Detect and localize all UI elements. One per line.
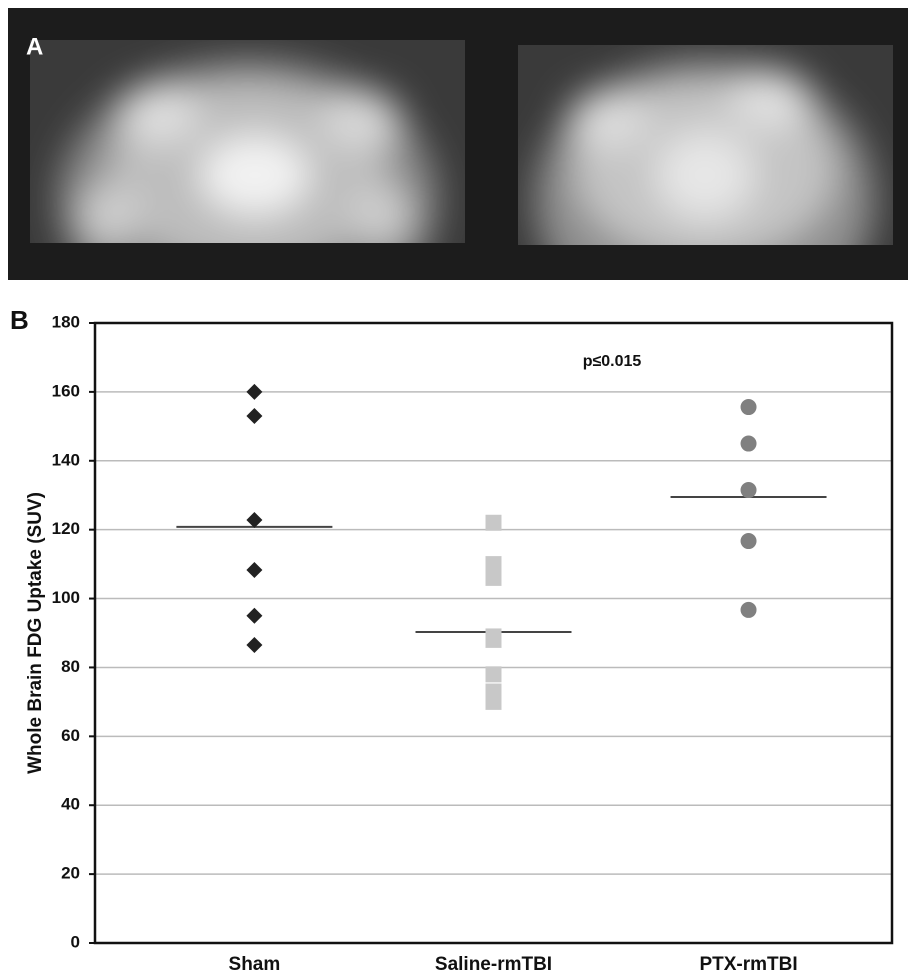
- y-tick-label: 0: [71, 932, 80, 951]
- annotation: p≤0.015: [583, 353, 642, 370]
- y-tick-label: 80: [61, 657, 80, 676]
- data-point: [741, 533, 757, 549]
- panel-a: A: [8, 8, 908, 340]
- data-point: [486, 570, 502, 586]
- y-tick-label: 160: [52, 381, 80, 400]
- data-point: [486, 666, 502, 682]
- data-point: [486, 556, 502, 572]
- plot: 0 20 40 60 80 100 120 140 160 180 Sham Saline-rmTBI…: [52, 312, 892, 975]
- data-point: [246, 608, 262, 624]
- x-tick-label: Saline-rmTBI: [435, 954, 552, 975]
- data-point: [741, 482, 757, 498]
- pet-image-right: [518, 45, 893, 340]
- data-point: [246, 512, 262, 528]
- data-point: [246, 562, 262, 578]
- data-point: [246, 384, 262, 400]
- data-point: [741, 436, 757, 452]
- x-tick-label: PTX-rmTBI: [699, 954, 797, 975]
- y-tick-label: 140: [52, 450, 80, 469]
- x-tick-label: Sham: [229, 954, 281, 975]
- y-tick-label: 100: [52, 588, 80, 607]
- data-point: [246, 408, 262, 424]
- data-point: [741, 602, 757, 618]
- y-tick-label: 120: [52, 519, 80, 538]
- data-point: [741, 399, 757, 415]
- data-point: [486, 632, 502, 648]
- pet-image-left: [30, 40, 465, 340]
- y-tick-label: 40: [61, 795, 80, 814]
- data-point: [246, 637, 262, 653]
- y-axis-label: Whole Brain FDG Uptake (SUV): [25, 492, 46, 774]
- panel-label: B: [10, 305, 29, 335]
- data-point: [486, 515, 502, 531]
- panel-label: A: [26, 33, 43, 60]
- y-tick-label: 180: [52, 312, 80, 331]
- data-point: [486, 694, 502, 710]
- figure: A B Whole Brain FDG Uptake (SUV) p≤0.015…: [0, 0, 908, 978]
- y-tick-label: 60: [61, 726, 80, 745]
- y-tick-label: 20: [61, 864, 80, 883]
